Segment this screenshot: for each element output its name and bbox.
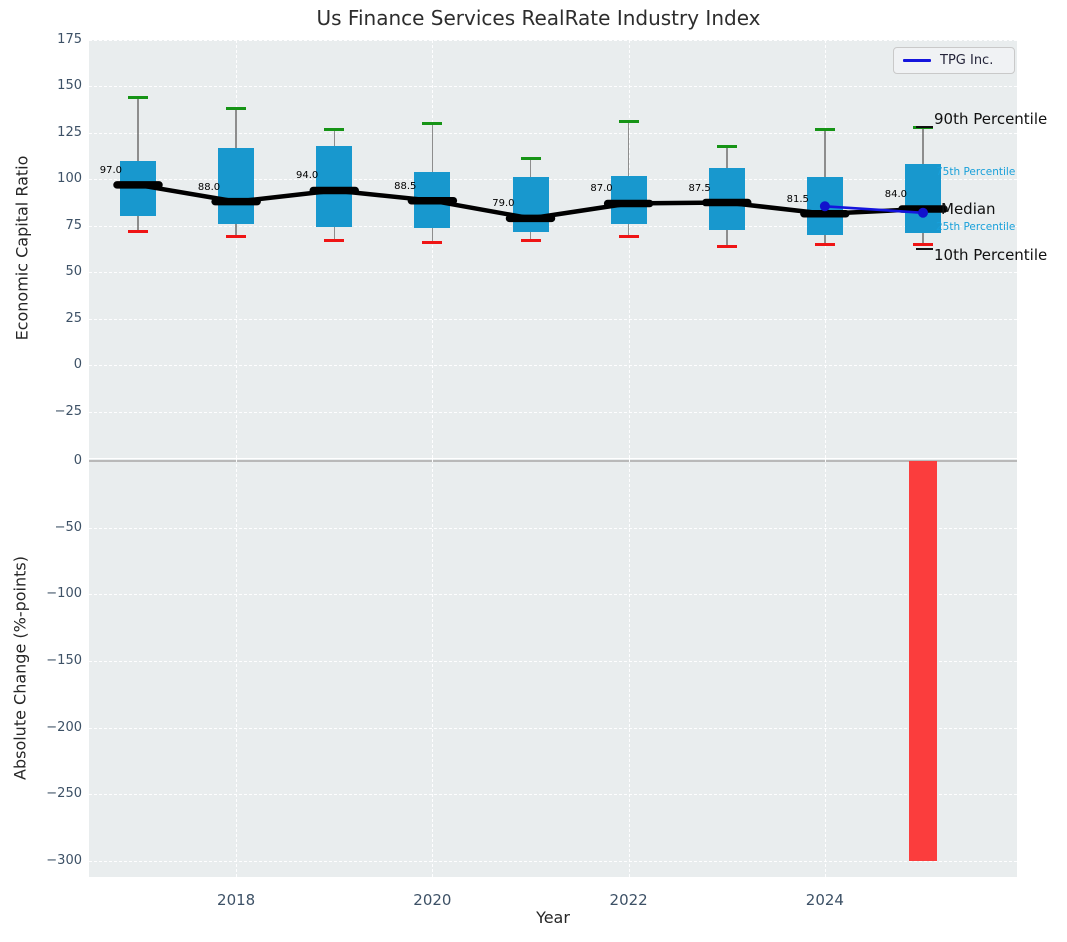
top-gridline <box>89 179 1017 181</box>
top-gridline <box>89 40 1017 41</box>
bottom-y-tick: −150 <box>46 652 82 668</box>
p10-cap-2023 <box>716 244 737 248</box>
iqr-box-2019 <box>316 145 353 227</box>
median-value-label-2025: 84.0 <box>884 189 907 201</box>
top-vgridline <box>432 40 434 458</box>
top-y-tick: 75 <box>65 217 82 233</box>
top-y-tick: 50 <box>65 264 82 280</box>
absolute-change-panel <box>89 459 1017 877</box>
right-label-median: Median <box>941 200 996 218</box>
x-tick: 2024 <box>805 891 844 909</box>
x-tick: 2018 <box>217 891 256 909</box>
bottom-y-tick: −250 <box>46 786 82 802</box>
legend: TPG Inc. <box>893 47 1015 74</box>
leader-10th <box>916 248 933 250</box>
p10-cap-2024 <box>814 242 835 246</box>
x-tick: 2022 <box>609 891 648 909</box>
iqr-box-2025 <box>905 164 941 234</box>
p10-cap-2018 <box>226 235 247 239</box>
p10-cap-2019 <box>324 239 345 243</box>
median-value-label-2021: 79.0 <box>492 198 515 210</box>
right-label-10th-percentile: 10th Percentile <box>934 246 1048 264</box>
economic-capital-ratio-panel: 97.0 88.0 94.0 88.5 79.0 87.0 87.5 81.5 84.0 <box>89 40 1017 458</box>
top-vgridline <box>824 40 826 458</box>
bottom-gridline <box>89 860 1017 862</box>
top-y-tick: 125 <box>57 124 82 140</box>
bottom-vgridline <box>236 459 238 877</box>
top-gridline <box>89 318 1017 320</box>
p10-cap-2017 <box>128 229 148 233</box>
median-value-label-2018: 88.0 <box>197 181 221 193</box>
x-tick: 2020 <box>413 891 452 909</box>
top-y-tick: 0 <box>73 357 82 373</box>
bottom-y-tick: −200 <box>46 719 82 735</box>
p90-cap-2020 <box>422 122 443 126</box>
bottom-vgridline <box>824 459 826 877</box>
top-y-axis-label: Economic Capital Ratio <box>12 155 32 341</box>
top-vgridline <box>628 40 630 458</box>
leader-90th <box>916 126 933 128</box>
top-vgridline <box>236 40 238 458</box>
right-label-75th-percentile: 75th Percentile <box>936 166 1016 178</box>
top-gridline <box>89 132 1017 134</box>
top-gridline <box>89 365 1017 367</box>
bottom-gridline <box>89 660 1017 662</box>
right-label-25th-percentile: 25th Percentile <box>936 221 1016 233</box>
top-gridline <box>89 225 1017 227</box>
p90-cap-2024 <box>814 127 835 131</box>
p10-cap-2025 <box>913 242 933 246</box>
bottom-vgridline <box>432 459 434 877</box>
bottom-y-tick: 0 <box>73 453 82 468</box>
company-line <box>824 204 924 215</box>
p10-cap-2021 <box>520 239 541 243</box>
top-y-tick: 175 <box>57 32 82 47</box>
zero-line <box>89 460 1017 462</box>
p90-cap-2021 <box>520 157 541 161</box>
p10-cap-2020 <box>422 240 443 244</box>
iqr-box-2018 <box>218 147 255 224</box>
top-gridline <box>89 411 1017 413</box>
change-bar-2025 <box>909 461 937 861</box>
bottom-gridline <box>89 594 1017 596</box>
bottom-gridline <box>89 527 1017 529</box>
chart-title: Us Finance Services RealRate Industry In… <box>316 6 761 30</box>
bottom-y-axis-label: Absolute Change (%-points) <box>10 556 30 780</box>
bottom-y-tick: −50 <box>54 519 82 535</box>
legend-line-sample <box>903 59 931 62</box>
p90-cap-2022 <box>618 120 639 124</box>
top-gridline <box>89 86 1017 88</box>
bottom-y-tick: −300 <box>46 852 82 868</box>
right-label-90th-percentile: 90th Percentile <box>934 110 1048 128</box>
top-y-tick: −25 <box>54 403 82 419</box>
p90-cap-2017 <box>128 96 148 100</box>
p90-cap-2019 <box>324 127 345 131</box>
median-value-label-2022: 87.0 <box>590 183 613 195</box>
median-value-label-2020: 88.5 <box>394 180 417 192</box>
company-point-2024 <box>819 201 830 212</box>
bottom-gridline <box>89 794 1017 796</box>
legend-label: TPG Inc. <box>940 53 994 68</box>
bottom-y-tick: −100 <box>46 586 82 602</box>
median-value-label-2024: 81.5 <box>786 193 809 205</box>
company-point-2025 <box>918 207 928 218</box>
iqr-box-2021 <box>512 177 549 233</box>
median-value-label-2023: 87.5 <box>688 182 711 194</box>
top-y-tick: 150 <box>57 78 82 94</box>
bottom-gridline <box>89 727 1017 729</box>
p10-cap-2022 <box>618 235 639 239</box>
median-value-label-2017: 97.0 <box>99 164 122 176</box>
x-axis-label: Year <box>536 908 570 927</box>
top-y-tick: 25 <box>65 310 82 326</box>
p90-cap-2023 <box>716 145 737 149</box>
p90-cap-2018 <box>226 107 247 111</box>
lines-overlay <box>113 181 948 223</box>
top-y-tick: 100 <box>57 171 82 187</box>
bottom-vgridline <box>628 459 630 877</box>
median-value-label-2019: 94.0 <box>295 170 319 182</box>
top-gridline <box>89 272 1017 274</box>
